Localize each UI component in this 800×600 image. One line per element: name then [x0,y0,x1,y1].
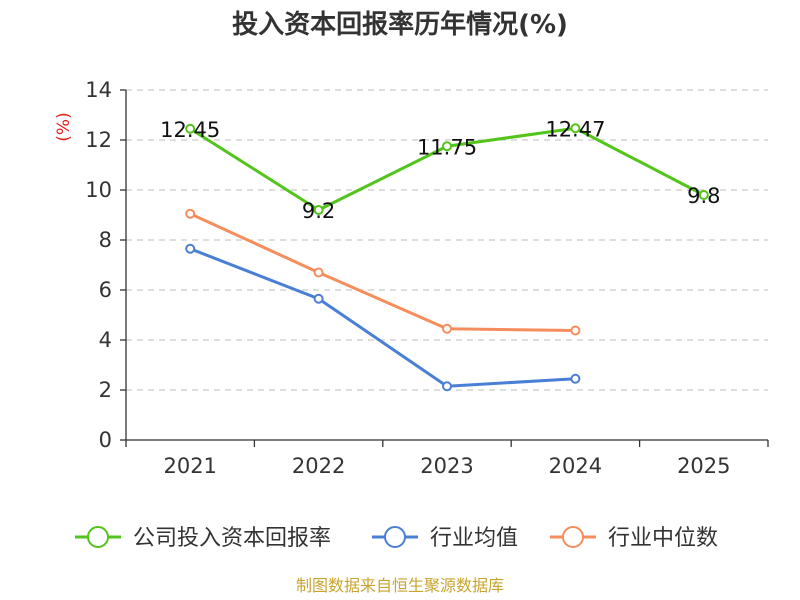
data-point[interactable] [442,141,452,152]
legend-label: 公司投入资本回报率 [133,526,331,551]
legend-marker [562,526,584,548]
y-tick-label: 0 [99,428,112,452]
legend-item-1[interactable]: 行业均值 [372,526,518,551]
axes: 0 2 4 6 8 10 12 14 2021 2022 2023 2024 2025 [85,78,769,478]
data-point[interactable] [698,190,709,200]
data-point[interactable] [185,208,196,219]
legend-label: 行业中位数 [608,526,718,551]
legend-item-2[interactable]: 行业中位数 [550,526,718,551]
source-note: 制图数据来自恒生聚源数据库 [296,576,504,595]
y-tick-label: 4 [99,328,112,352]
data-label: 11.75 [417,135,477,159]
data-point[interactable] [570,325,581,336]
x-tick-label: 2023 [420,454,473,478]
y-axis-label: (%) [54,112,74,141]
data-label: 12.45 [160,118,220,142]
data-point[interactable] [313,293,324,304]
series-line-1 [189,247,576,388]
data-point[interactable] [570,123,581,134]
series [185,123,709,392]
y-tick-label: 6 [99,278,112,302]
data-label: 9.2 [302,199,335,223]
data-point[interactable] [442,323,452,334]
data-point[interactable] [185,123,196,134]
x-tick-label: 2022 [292,454,345,478]
y-tick-label: 2 [99,378,112,402]
y-tick-label: 10 [85,178,112,202]
legend-label: 行业均值 [430,526,518,551]
legend-marker [87,526,109,548]
data-point[interactable] [313,267,324,278]
data-label: 9.8 [687,184,720,208]
series-line-2 [189,212,576,332]
y-tick-label: 14 [85,78,112,102]
legend-item-0[interactable]: 公司投入资本回报率 [75,526,331,551]
x-tick-label: 2021 [163,454,216,478]
data-point[interactable] [185,243,196,254]
y-tick-label: 12 [85,128,112,152]
chart-title: 投入资本回报率历年情况(%) [232,9,568,40]
legend-marker [384,526,406,548]
y-tick-label: 8 [99,228,112,252]
data-point[interactable] [442,381,452,392]
x-tick-label: 2024 [549,454,602,478]
data-point[interactable] [570,373,581,384]
data-label: 12.47 [545,117,605,141]
x-tick-label: 2025 [677,454,730,478]
data-labels: 12.45 9.2 11.75 12.47 9.8 [160,117,720,223]
data-point[interactable] [313,205,324,215]
legend[interactable]: 公司投入资本回报率 行业均值 行业中位数 [75,526,718,551]
